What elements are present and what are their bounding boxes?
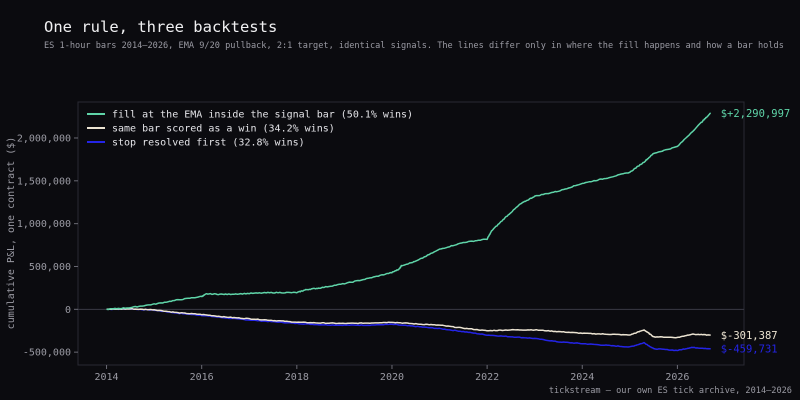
- series-layer: [106, 112, 711, 352]
- legend: fill at the EMA inside the signal bar (5…: [87, 110, 413, 149]
- y-tick-label: 500,000: [29, 262, 71, 273]
- x-tick-label: 2016: [190, 372, 214, 383]
- y-tick-label: -500,000: [23, 348, 71, 359]
- series-line-1: [106, 112, 711, 311]
- legend-label-2: same bar scored as a win (34.2% wins): [112, 124, 335, 135]
- legend-label-3: stop resolved first (32.8% wins): [112, 138, 305, 149]
- x-tick-label: 2024: [570, 372, 594, 383]
- y-axis: -500,000 0 500,000 1,000,000 1,500,000 2,000,…: [17, 133, 78, 359]
- x-tick-label: 2026: [665, 372, 689, 383]
- y-tick-label: 1,500,000: [17, 176, 71, 187]
- x-tick-label: 2022: [475, 372, 499, 383]
- x-tick-label: 2020: [380, 372, 404, 383]
- chart-title: One rule, three backtests: [44, 18, 278, 36]
- source-note: tickstream — our own ES tick archive, 20…: [548, 386, 792, 396]
- chart-subtitle: ES 1-hour bars 2014–2026, EMA 9/20 pullb…: [44, 41, 784, 51]
- series-line-3: [106, 308, 711, 352]
- x-axis: 2014 2016 2018 2020 2022 2024 2026: [94, 365, 689, 383]
- series-line-2: [106, 307, 711, 339]
- x-tick-label: 2018: [285, 372, 309, 383]
- y-tick-label: 0: [65, 305, 71, 316]
- end-labels: $+2,290,997 $-301,387 $-459,731: [721, 108, 791, 356]
- y-tick-label: 2,000,000: [17, 133, 71, 144]
- y-axis-title: cumulative P&L, one contract ($): [6, 137, 17, 330]
- end-label-series-1: $+2,290,997: [721, 108, 791, 120]
- end-label-series-3: $-459,731: [721, 344, 778, 356]
- legend-label-1: fill at the EMA inside the signal bar (5…: [112, 110, 413, 121]
- plot-frame: [77, 101, 745, 366]
- x-tick-label: 2014: [94, 372, 118, 383]
- end-label-series-2: $-301,387: [721, 330, 778, 342]
- y-tick-label: 1,000,000: [17, 219, 71, 230]
